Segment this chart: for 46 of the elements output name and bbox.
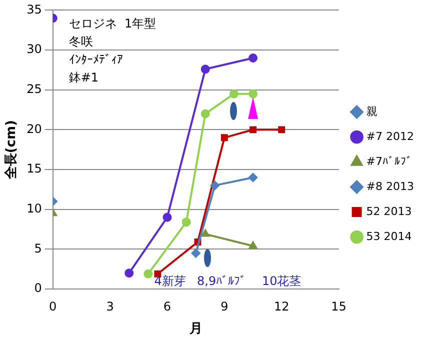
annotation: ｲﾝﾀｰﾒﾃﾞｨｱ xyxy=(68,52,123,66)
y-tick-label: 20 xyxy=(26,122,42,136)
legend-label: 53 2014 xyxy=(366,230,412,243)
y-tick-label: 15 xyxy=(26,162,42,176)
point xyxy=(200,109,210,118)
x-tick-label: 0 xyxy=(49,299,57,314)
x-axis-title: 月 xyxy=(188,322,202,337)
point xyxy=(248,172,258,182)
annotation: 鉢#1 xyxy=(68,70,99,84)
legend-label: #7ﾊﾞﾙﾌﾞ xyxy=(366,154,413,168)
point xyxy=(250,126,256,134)
annotation: 4新芽 xyxy=(154,274,186,288)
y-tick-label: 0 xyxy=(34,281,42,296)
point xyxy=(248,241,258,249)
y-tick-label: 10 xyxy=(26,201,42,216)
annotation: 8,9ﾊﾞﾙﾌﾞ xyxy=(197,274,246,288)
y-axis-title: 全長(cm) xyxy=(4,120,20,180)
point xyxy=(210,180,220,190)
point xyxy=(124,268,134,278)
y-tick-label: 35 xyxy=(26,2,42,16)
point xyxy=(278,126,286,134)
legend-label: 52 2013 xyxy=(366,204,412,218)
point xyxy=(248,53,258,62)
y-tick-label: 25 xyxy=(26,82,42,96)
point xyxy=(200,64,210,74)
point xyxy=(248,89,258,98)
point xyxy=(229,89,238,98)
legend-label: 親 xyxy=(366,104,378,118)
point xyxy=(191,248,200,258)
legend-label: #8 2013 xyxy=(366,180,414,193)
annotation: 冬咲 xyxy=(68,34,93,48)
point xyxy=(162,212,172,222)
x-tick-label: 9 xyxy=(220,299,228,314)
legend-label: #7 2012 xyxy=(366,130,414,143)
x-tick-label: 3 xyxy=(106,299,114,314)
annotation: 10花茎 xyxy=(262,274,302,288)
point xyxy=(182,218,191,227)
x-tick-label: 12 xyxy=(274,299,290,314)
x-tick-label: 15 xyxy=(331,299,346,314)
y-tick-label: 5 xyxy=(34,241,42,256)
point xyxy=(144,269,153,278)
y-tick-label: 30 xyxy=(26,42,42,56)
point xyxy=(220,134,228,142)
annotation: セロジネ 1年型 xyxy=(68,16,156,30)
x-tick-label: 6 xyxy=(163,299,172,314)
point xyxy=(201,230,210,237)
